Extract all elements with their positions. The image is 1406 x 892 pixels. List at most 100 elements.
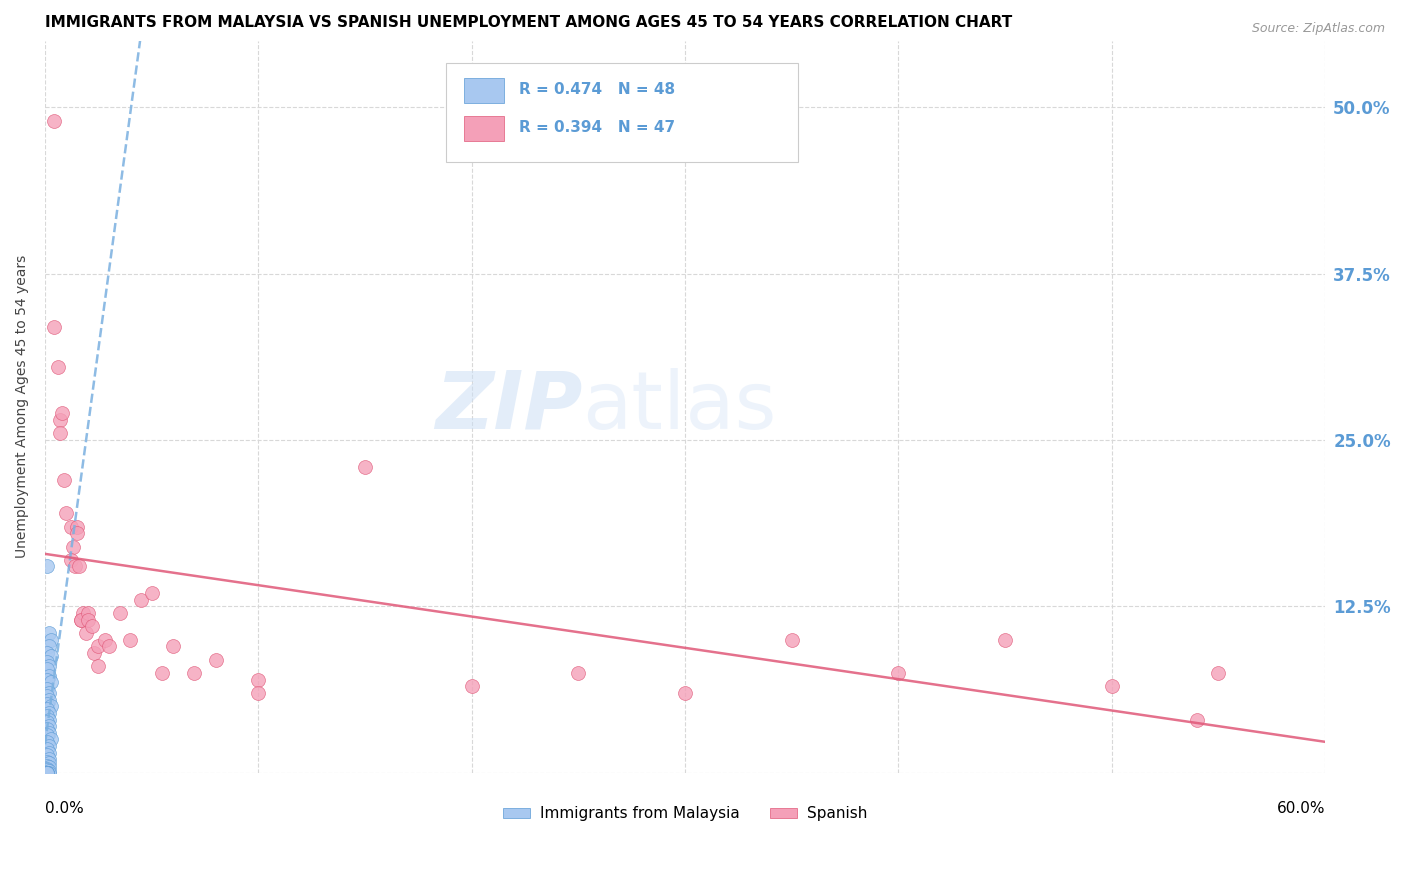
Point bbox=[37, 741, 59, 756]
Point bbox=[49, 426, 72, 441]
Point bbox=[141, 586, 163, 600]
Point bbox=[887, 665, 910, 680]
Point bbox=[98, 640, 121, 654]
Point bbox=[93, 632, 115, 647]
Point bbox=[67, 559, 90, 574]
Point bbox=[204, 652, 226, 666]
Text: R = 0.394   N = 47: R = 0.394 N = 47 bbox=[519, 120, 675, 136]
Point bbox=[41, 675, 63, 690]
Point bbox=[38, 713, 60, 727]
Point bbox=[80, 619, 103, 633]
Point bbox=[49, 413, 72, 427]
Text: R = 0.474   N = 48: R = 0.474 N = 48 bbox=[519, 82, 675, 97]
Point bbox=[38, 756, 60, 771]
Point bbox=[38, 626, 60, 640]
Point bbox=[1101, 679, 1123, 693]
Point bbox=[37, 681, 59, 696]
Point bbox=[87, 659, 110, 673]
Point bbox=[37, 748, 59, 763]
Point bbox=[780, 632, 803, 647]
Point bbox=[994, 632, 1017, 647]
Text: 60.0%: 60.0% bbox=[1277, 801, 1324, 816]
Point bbox=[53, 473, 76, 487]
Point bbox=[247, 673, 270, 687]
Point bbox=[38, 739, 60, 753]
Point bbox=[38, 760, 60, 774]
Point bbox=[70, 613, 93, 627]
Point bbox=[354, 459, 377, 474]
Point bbox=[42, 113, 65, 128]
Text: 0.0%: 0.0% bbox=[45, 801, 84, 816]
Point bbox=[1206, 665, 1229, 680]
Point bbox=[38, 706, 60, 720]
Point bbox=[76, 613, 98, 627]
Point bbox=[37, 765, 59, 780]
Point bbox=[38, 692, 60, 706]
Point bbox=[66, 526, 89, 541]
FancyBboxPatch shape bbox=[464, 78, 505, 103]
Point bbox=[37, 559, 59, 574]
Legend: Immigrants from Malaysia, Spanish: Immigrants from Malaysia, Spanish bbox=[496, 800, 873, 827]
Point bbox=[72, 606, 94, 620]
Text: IMMIGRANTS FROM MALAYSIA VS SPANISH UNEMPLOYMENT AMONG AGES 45 TO 54 YEARS CORRE: IMMIGRANTS FROM MALAYSIA VS SPANISH UNEM… bbox=[45, 15, 1012, 30]
Point bbox=[63, 559, 86, 574]
Point bbox=[37, 715, 59, 730]
Point bbox=[83, 646, 105, 660]
Point bbox=[37, 755, 59, 769]
Point bbox=[150, 665, 173, 680]
Point bbox=[62, 540, 84, 554]
Point bbox=[37, 765, 59, 780]
Point bbox=[46, 359, 69, 374]
Point bbox=[38, 752, 60, 766]
Point bbox=[87, 640, 110, 654]
Point bbox=[37, 765, 59, 780]
Point bbox=[51, 407, 73, 421]
Point bbox=[41, 648, 63, 663]
Point bbox=[37, 689, 59, 703]
Point bbox=[162, 640, 184, 654]
Point bbox=[460, 679, 482, 693]
Point bbox=[38, 640, 60, 654]
Point bbox=[37, 729, 59, 743]
Text: Source: ZipAtlas.com: Source: ZipAtlas.com bbox=[1251, 22, 1385, 36]
Point bbox=[75, 626, 97, 640]
Point bbox=[37, 762, 59, 776]
Point bbox=[37, 697, 59, 711]
Point bbox=[38, 659, 60, 673]
Point bbox=[1185, 713, 1208, 727]
Point bbox=[41, 699, 63, 714]
Point bbox=[37, 662, 59, 676]
Text: atlas: atlas bbox=[582, 368, 778, 446]
Point bbox=[76, 606, 98, 620]
Point bbox=[55, 506, 77, 520]
Point bbox=[66, 519, 89, 533]
Point bbox=[37, 646, 59, 660]
Point bbox=[59, 519, 82, 533]
Point bbox=[673, 686, 696, 700]
Point bbox=[37, 765, 59, 780]
Point bbox=[38, 765, 60, 780]
Point bbox=[37, 765, 59, 780]
Point bbox=[38, 719, 60, 733]
Point bbox=[37, 722, 59, 736]
Y-axis label: Unemployment Among Ages 45 to 54 years: Unemployment Among Ages 45 to 54 years bbox=[15, 255, 30, 558]
Point bbox=[70, 613, 93, 627]
Point bbox=[37, 735, 59, 749]
Point bbox=[42, 320, 65, 334]
Point bbox=[108, 606, 131, 620]
Text: ZIP: ZIP bbox=[436, 368, 582, 446]
Point bbox=[38, 764, 60, 779]
Point bbox=[37, 759, 59, 773]
Point bbox=[567, 665, 589, 680]
Point bbox=[37, 763, 59, 777]
Point bbox=[38, 746, 60, 760]
Point bbox=[37, 655, 59, 669]
Point bbox=[38, 668, 60, 682]
Point bbox=[41, 632, 63, 647]
Point bbox=[38, 726, 60, 740]
Point bbox=[41, 732, 63, 747]
Point bbox=[129, 592, 152, 607]
Point bbox=[120, 632, 142, 647]
Point bbox=[247, 686, 270, 700]
Point bbox=[37, 702, 59, 716]
